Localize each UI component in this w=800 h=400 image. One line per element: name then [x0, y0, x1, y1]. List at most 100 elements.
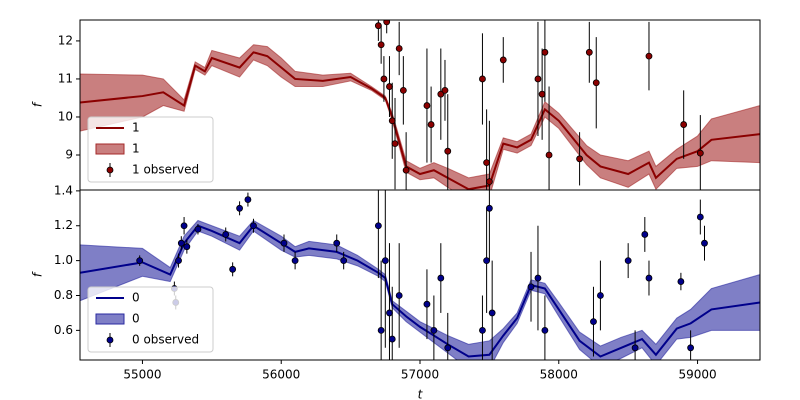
legend-label: 1	[132, 121, 140, 135]
observed-point	[386, 309, 393, 317]
observed-point	[222, 231, 230, 238]
observed-point	[388, 335, 396, 343]
observed-point	[374, 22, 382, 30]
observed-point	[701, 239, 708, 247]
legend-handle	[95, 313, 125, 325]
y-tick-label: 10	[58, 109, 73, 123]
observed-point	[597, 292, 604, 299]
observed-point	[437, 90, 445, 98]
observed-point	[483, 257, 491, 265]
legend-box	[87, 286, 214, 353]
legend-label: 0 observed	[132, 333, 199, 347]
x-axis-label: t	[418, 388, 424, 400]
observed-point	[395, 45, 403, 52]
observed-point	[592, 79, 600, 87]
observed-point	[437, 274, 445, 282]
observed-point	[534, 274, 542, 282]
observed-point	[479, 326, 486, 334]
y-tick-label: 0.8	[54, 288, 73, 302]
observed-point	[340, 257, 348, 265]
observed-point	[645, 52, 653, 60]
observed-point	[680, 121, 688, 128]
observed-point	[383, 20, 391, 26]
observed-point	[527, 283, 535, 291]
observed-point	[641, 231, 649, 238]
observed-point	[377, 326, 385, 334]
observed-point	[538, 90, 546, 98]
observed-point	[402, 166, 410, 174]
observed-point	[645, 274, 653, 282]
observed-point	[175, 257, 182, 265]
y-axis-label: f	[31, 101, 45, 107]
observed-point	[388, 117, 396, 125]
x-tick-label: 59000	[678, 368, 716, 382]
x-tick-label: 57000	[401, 368, 439, 382]
observed-point	[333, 239, 341, 247]
legend-label: 1 observed	[132, 163, 199, 177]
observed-point	[427, 121, 435, 128]
observed-point	[485, 204, 493, 212]
observed-point	[483, 159, 491, 167]
y-tick-label: 12	[58, 33, 73, 47]
observed-point	[479, 75, 486, 83]
y-axis-label: f	[31, 271, 45, 277]
observed-point	[696, 149, 704, 157]
observed-point	[677, 278, 685, 285]
y-tick-label: 1.4	[54, 183, 73, 197]
observed-point	[499, 56, 507, 64]
observed-point	[183, 243, 191, 251]
observed-point	[244, 196, 252, 203]
observed-point	[576, 155, 583, 163]
y-tick-label: 11	[58, 71, 73, 85]
y-tick-label: 0.6	[54, 323, 73, 337]
observed-point	[534, 75, 542, 83]
legend-handle	[95, 143, 125, 155]
x-tick-label: 55000	[123, 368, 161, 382]
x-tick-label: 56000	[262, 368, 300, 382]
observed-point	[485, 178, 493, 186]
observed-point	[585, 48, 593, 56]
x-tick-label: 58000	[540, 368, 578, 382]
observed-point	[423, 300, 431, 308]
observed-point	[391, 140, 399, 148]
observed-point	[430, 326, 438, 334]
confidence-band	[80, 44, 760, 190]
observed-point	[488, 309, 496, 317]
legend-label: 0	[132, 312, 140, 326]
observed-point	[687, 344, 695, 352]
y-tick-label: 1.0	[54, 253, 73, 267]
observed-point	[545, 151, 553, 159]
observed-point	[399, 86, 407, 94]
observed-point	[696, 213, 704, 221]
observed-point	[229, 265, 237, 273]
model-line	[80, 51, 760, 190]
observed-point	[541, 326, 549, 334]
observed-point	[194, 225, 202, 233]
observed-point	[250, 222, 257, 230]
legend-label: 0	[132, 291, 140, 305]
confidence-band	[80, 219, 760, 360]
observed-point	[590, 318, 597, 326]
observed-point	[374, 222, 382, 230]
observed-point	[236, 204, 243, 212]
legend-label: 1	[132, 142, 140, 156]
legend-box	[87, 116, 214, 183]
plot-area	[80, 20, 760, 190]
observed-point	[541, 48, 549, 56]
y-tick-label: 1.2	[54, 218, 73, 232]
observed-point	[377, 41, 385, 49]
observed-point	[624, 257, 632, 265]
observed-point	[444, 344, 452, 352]
observed-point	[381, 257, 389, 265]
observed-point	[280, 239, 288, 247]
observed-point	[291, 257, 299, 265]
observed-point	[386, 83, 393, 90]
legend-handle	[106, 166, 114, 174]
observed-point	[441, 86, 449, 94]
observed-point	[631, 344, 639, 352]
observed-point	[380, 75, 388, 83]
legend-handle	[106, 336, 114, 344]
observed-point	[180, 222, 188, 230]
observed-point	[177, 239, 185, 247]
